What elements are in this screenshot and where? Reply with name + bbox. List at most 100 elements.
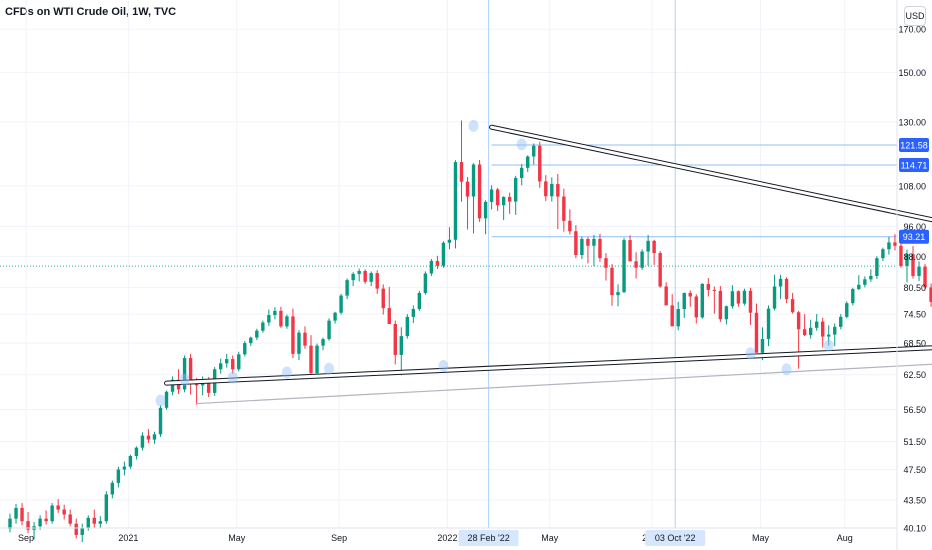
candle-body xyxy=(116,469,121,483)
candle-body xyxy=(917,266,921,276)
candle-body xyxy=(658,253,662,287)
candle-body xyxy=(50,505,54,522)
candle-body xyxy=(188,358,193,381)
candle-body xyxy=(796,312,801,330)
y-tick-label: 130.00 xyxy=(898,117,926,127)
annotations xyxy=(155,119,932,407)
touch-marker xyxy=(179,373,190,386)
candle-body xyxy=(760,339,765,353)
candle-body xyxy=(929,287,932,302)
trendline-inner xyxy=(490,125,932,222)
candle-body xyxy=(435,260,440,266)
candle-body xyxy=(375,273,379,289)
y-tick-label: 96.00 xyxy=(903,222,926,232)
candle-body xyxy=(243,343,247,355)
touch-marker xyxy=(468,119,479,132)
candle-body xyxy=(556,183,560,197)
candle-body xyxy=(98,521,102,524)
candle-body xyxy=(802,329,807,336)
candle-body xyxy=(784,278,789,300)
candle-body xyxy=(387,308,391,324)
y-tick-label: 170.00 xyxy=(898,25,926,35)
candle-body xyxy=(688,292,692,297)
candle-body xyxy=(483,201,488,219)
candle-body xyxy=(814,321,819,328)
candle-body xyxy=(56,505,60,510)
candle-body xyxy=(682,292,686,310)
touch-marker xyxy=(745,347,756,360)
candle-body xyxy=(327,320,331,340)
candle-body xyxy=(122,466,127,470)
y-tick-label: 40.10 xyxy=(903,524,926,534)
candle-body xyxy=(453,162,458,240)
candle-body xyxy=(110,482,115,495)
candle-body xyxy=(104,494,109,522)
x-tick-label: Aug xyxy=(837,533,853,543)
candle-body xyxy=(790,299,795,313)
chart-title: CFDs on WTI Crude Oil, 1W, TVC xyxy=(5,6,177,18)
candle-body xyxy=(652,240,656,254)
candle-body xyxy=(694,296,698,318)
candle-body xyxy=(477,164,482,219)
y-tick-label: 51.50 xyxy=(903,437,926,447)
candle-body xyxy=(20,507,24,522)
candle-body xyxy=(38,518,42,527)
candle-body xyxy=(273,310,277,316)
candle-body xyxy=(219,363,223,370)
candle-body xyxy=(766,308,771,340)
trendline-inner xyxy=(165,346,932,385)
y-tick-label: 80.50 xyxy=(903,283,926,293)
candle-body xyxy=(664,286,668,306)
y-tick-label: 43.50 xyxy=(903,495,926,505)
candle-body xyxy=(345,280,349,296)
candle-body xyxy=(863,279,867,285)
y-tick-label: 74.50 xyxy=(903,310,926,320)
candle-body xyxy=(857,284,861,290)
price-badge-label: 93.21 xyxy=(903,232,926,242)
candle-body xyxy=(875,258,879,276)
candle-body xyxy=(586,238,590,246)
y-tick-label: 68.50 xyxy=(903,339,926,349)
candle-body xyxy=(712,289,717,291)
y-tick-label: 47.50 xyxy=(903,465,926,475)
candle-body xyxy=(441,242,446,266)
price-badge xyxy=(899,137,929,152)
candle-body xyxy=(237,354,241,370)
x-tick-label: 2021 xyxy=(118,533,138,543)
candle-body xyxy=(634,261,638,268)
candle-body xyxy=(706,283,711,290)
grid xyxy=(0,0,897,529)
candle-body xyxy=(339,295,343,313)
candle-body xyxy=(80,528,84,535)
candle-body xyxy=(538,145,542,182)
candle-body xyxy=(134,447,139,456)
candle-body xyxy=(249,337,253,344)
candle-body xyxy=(315,345,319,374)
candle-body xyxy=(303,332,307,346)
candle-body xyxy=(526,156,530,168)
touch-marker xyxy=(324,362,335,375)
price-badge xyxy=(899,229,929,244)
touch-marker xyxy=(516,138,527,151)
candle-body xyxy=(459,162,464,182)
candle-body xyxy=(411,309,416,317)
candle-body xyxy=(465,181,470,197)
candle-body xyxy=(86,517,90,528)
candle-body xyxy=(670,305,674,327)
candle-body xyxy=(778,278,783,287)
candle-body xyxy=(839,316,843,327)
candle-body xyxy=(297,332,301,354)
x-tick-label: May xyxy=(752,533,770,543)
candle-body xyxy=(182,358,187,390)
currency-button[interactable]: USD xyxy=(904,6,926,26)
candle-body xyxy=(845,303,849,317)
candle-body xyxy=(869,275,873,280)
candle-body xyxy=(646,240,650,252)
candle-body xyxy=(423,273,428,293)
candle-body xyxy=(92,517,96,524)
candle-body xyxy=(833,326,837,335)
candle-body xyxy=(26,521,30,530)
candle-body xyxy=(827,334,831,337)
candle-body xyxy=(393,323,397,355)
candle-body xyxy=(357,271,361,274)
